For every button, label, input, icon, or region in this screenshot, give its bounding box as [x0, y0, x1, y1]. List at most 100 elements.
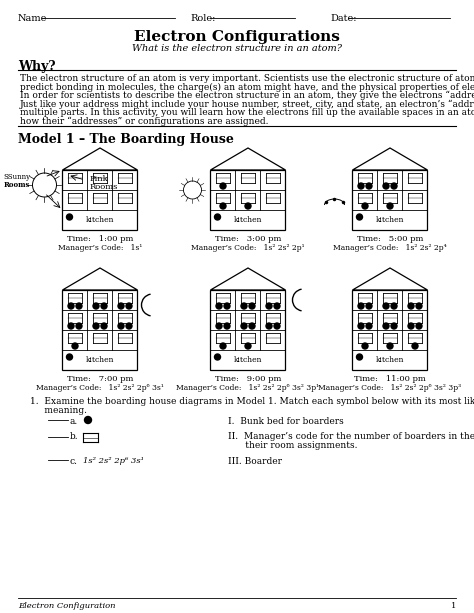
Circle shape [118, 303, 124, 309]
Circle shape [383, 183, 389, 189]
Text: kitchen: kitchen [86, 216, 114, 224]
Text: Manager’s Code:   1s² 2s² 2p⁶ 3s² 3p¹: Manager’s Code: 1s² 2s² 2p⁶ 3s² 3p¹ [176, 384, 319, 392]
Circle shape [266, 323, 272, 329]
Text: Role:: Role: [190, 14, 215, 23]
Text: Manager’s Code:   1s² 2s² 2p⁴: Manager’s Code: 1s² 2s² 2p⁴ [333, 244, 447, 252]
Circle shape [391, 303, 397, 309]
Circle shape [416, 303, 422, 309]
Text: Electron Configuration: Electron Configuration [18, 602, 116, 610]
Circle shape [408, 323, 414, 329]
Circle shape [387, 203, 393, 209]
Circle shape [366, 183, 372, 189]
Circle shape [126, 323, 132, 329]
Circle shape [274, 303, 280, 309]
Circle shape [245, 343, 251, 349]
Circle shape [249, 323, 255, 329]
Circle shape [93, 323, 99, 329]
Circle shape [362, 203, 368, 209]
Circle shape [224, 303, 230, 309]
Text: II.  Manager’s code for the number of boarders in the house and: II. Manager’s code for the number of boa… [228, 432, 474, 441]
Text: multiple parts. In this activity, you will learn how the electrons fill up the a: multiple parts. In this activity, you wi… [20, 108, 474, 117]
Bar [63, 290, 137, 370]
Circle shape [266, 303, 272, 309]
Text: how their “addresses” or configurations are assigned.: how their “addresses” or configurations … [20, 116, 268, 126]
Text: III. Boarder: III. Boarder [228, 457, 282, 466]
Text: Manager’s Code:   1s² 2s² 2p⁶ 3s¹: Manager’s Code: 1s² 2s² 2p⁶ 3s¹ [36, 384, 164, 392]
Circle shape [68, 303, 74, 309]
Text: What is the electron structure in an atom?: What is the electron structure in an ato… [132, 44, 342, 53]
Circle shape [101, 323, 107, 329]
Bar [353, 290, 428, 370]
Circle shape [241, 323, 247, 329]
Circle shape [358, 183, 364, 189]
Circle shape [101, 303, 107, 309]
Text: Why?: Why? [18, 60, 55, 73]
Text: SSunny: SSunny [3, 173, 30, 181]
Text: 1.  Examine the boarding house diagrams in Model 1. Match each symbol below with: 1. Examine the boarding house diagrams i… [30, 397, 474, 406]
Text: Time:   1:00 pm: Time: 1:00 pm [67, 235, 133, 243]
Circle shape [274, 323, 280, 329]
Circle shape [391, 323, 397, 329]
Circle shape [216, 323, 222, 329]
Circle shape [93, 303, 99, 309]
Text: kitchen: kitchen [376, 216, 404, 224]
Text: Time:   3:00 pm: Time: 3:00 pm [215, 235, 281, 243]
Text: Electron Configurations: Electron Configurations [134, 30, 340, 44]
Text: c.: c. [70, 457, 78, 466]
Text: I.  Bunk bed for boarders: I. Bunk bed for boarders [228, 417, 344, 426]
Circle shape [220, 203, 226, 209]
Circle shape [358, 323, 364, 329]
Circle shape [241, 303, 247, 309]
Circle shape [68, 323, 74, 329]
Text: Name: Name [18, 14, 47, 23]
Circle shape [118, 323, 124, 329]
Circle shape [224, 323, 230, 329]
Circle shape [356, 354, 363, 360]
Circle shape [391, 183, 397, 189]
Circle shape [408, 303, 414, 309]
Text: Time:   11:00 pm: Time: 11:00 pm [354, 375, 426, 383]
Text: a.: a. [70, 417, 78, 426]
Text: 1: 1 [451, 602, 456, 610]
Text: kitchen: kitchen [234, 216, 262, 224]
Circle shape [215, 354, 220, 360]
Circle shape [362, 343, 368, 349]
Text: Rooms: Rooms [4, 181, 30, 189]
Text: Manager’s Code:   1s¹: Manager’s Code: 1s¹ [58, 244, 142, 252]
Circle shape [383, 303, 389, 309]
Circle shape [383, 323, 389, 329]
Text: The electron structure of an atom is very important. Scientists use the electron: The electron structure of an atom is ver… [20, 74, 474, 83]
Bar [353, 170, 428, 230]
Text: Manager’s Code:   1s² 2s² 2p⁶ 3s² 3p³: Manager’s Code: 1s² 2s² 2p⁶ 3s² 3p³ [319, 384, 462, 392]
Text: Manager’s Code:   1s² 2s² 2p¹: Manager’s Code: 1s² 2s² 2p¹ [191, 244, 305, 252]
Circle shape [66, 214, 73, 220]
Circle shape [215, 214, 220, 220]
Circle shape [358, 303, 364, 309]
Text: Rooms: Rooms [90, 183, 118, 191]
Circle shape [72, 343, 78, 349]
Text: Just like your address might include your house number, street, city, and state,: Just like your address might include you… [20, 99, 474, 109]
Text: meaning.: meaning. [30, 406, 87, 415]
Circle shape [66, 354, 73, 360]
Text: predict bonding in molecules, the charge(s) an atom might have, and the physical: predict bonding in molecules, the charge… [20, 83, 474, 91]
Circle shape [84, 416, 91, 424]
Bar [63, 170, 137, 230]
Text: kitchen: kitchen [86, 356, 114, 364]
Text: Time:   7:00 pm: Time: 7:00 pm [67, 375, 133, 383]
Bar [210, 170, 285, 230]
Circle shape [366, 323, 372, 329]
Text: Model 1 – The Boarding House: Model 1 – The Boarding House [18, 133, 234, 146]
Circle shape [412, 343, 418, 349]
Circle shape [387, 343, 393, 349]
Circle shape [126, 303, 132, 309]
Text: kitchen: kitchen [234, 356, 262, 364]
Circle shape [216, 303, 222, 309]
Text: Time:   9:00 pm: Time: 9:00 pm [215, 375, 281, 383]
Circle shape [366, 303, 372, 309]
Text: Pink: Pink [90, 175, 109, 183]
Bar [210, 290, 285, 370]
Text: In order for scientists to describe the electron structure in an atom, they give: In order for scientists to describe the … [20, 91, 474, 101]
Circle shape [76, 303, 82, 309]
Circle shape [416, 323, 422, 329]
Circle shape [249, 303, 255, 309]
